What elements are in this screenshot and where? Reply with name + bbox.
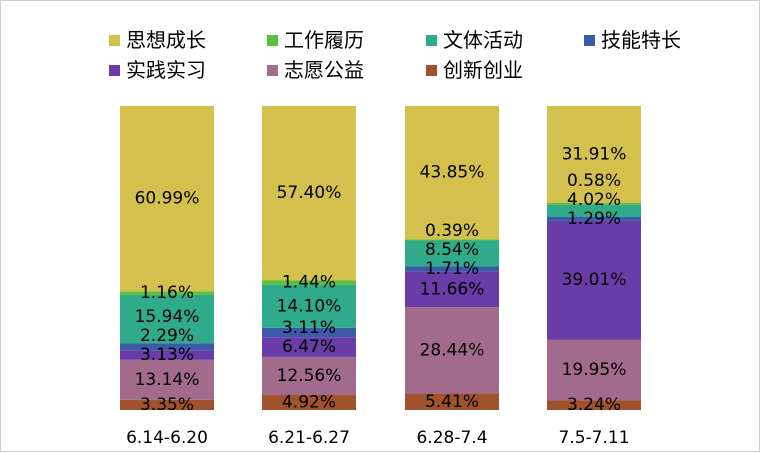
bar-segment-6-14-6-20-s6 (120, 106, 214, 292)
data-label-6-28-7-4-s1: 28.44% (420, 340, 485, 360)
legend-label: 技能特长 (601, 28, 681, 52)
data-label-6-21-6-27-s1: 12.56% (277, 366, 342, 386)
bar-segment-6-28-7-4-s2 (405, 271, 499, 308)
bar-segment-6-14-6-20-s3 (120, 343, 214, 351)
legend-swatch (584, 34, 595, 46)
data-label-6-21-6-27-s4: 14.10% (277, 296, 342, 316)
bar-segment-6-14-6-20-s5 (120, 291, 214, 295)
data-label-7-5-7-11-s0: 3.24% (567, 395, 621, 415)
data-label-6-14-6-20-s6: 60.99% (135, 189, 200, 209)
bar-segment-7-5-7-11-s6 (547, 106, 641, 204)
bar-segment-6-28-7-4-s0 (405, 393, 499, 410)
data-label-6-21-6-27-s3: 3.11% (282, 318, 336, 338)
x-tick-label-6-14-6-20: 6.14-6.20 (126, 428, 208, 448)
data-label-6-21-6-27-s6: 57.40% (277, 183, 342, 203)
legend-swatch (267, 64, 278, 76)
x-tick-label-7-5-7-11: 7.5-7.11 (558, 428, 629, 448)
bar-segment-7-5-7-11-s0 (547, 400, 641, 410)
chart-legend: 思想成长 工作履历 文体活动 技能特长实践实习 志愿公益 创新创业 (1, 1, 760, 91)
bar-segment-6-28-7-4-s5 (405, 239, 499, 241)
legend-label: 文体活动 (443, 28, 523, 52)
bar-segment-6-21-6-27-s2 (262, 337, 356, 357)
legend-item: 工作履历 (267, 28, 364, 52)
data-label-7-5-7-11-s2: 39.01% (562, 270, 627, 290)
bar-segment-6-21-6-27-s4 (262, 284, 356, 328)
data-label-6-28-7-4-s0: 5.41% (425, 392, 479, 412)
bar-segment-6-21-6-27-s0 (262, 395, 356, 410)
bar-segment-6-28-7-4-s3 (405, 266, 499, 272)
bar-segment-6-21-6-27-s3 (262, 327, 356, 338)
data-label-6-14-6-20-s4: 15.94% (135, 307, 200, 327)
data-label-6-14-6-20-s5: 1.16% (140, 283, 194, 303)
bar-segment-6-21-6-27-s1 (262, 356, 356, 396)
legend-item: 技能特长 (584, 28, 681, 52)
bar-segment-6-14-6-20-s4 (120, 294, 214, 344)
bar-segment-6-28-7-4-s1 (405, 307, 499, 394)
data-label-7-5-7-11-s5: 0.58% (567, 171, 621, 191)
data-label-6-14-6-20-s3: 2.29% (140, 326, 194, 346)
x-tick-label-6-28-7-4: 6.28-7.4 (416, 428, 487, 448)
bar-segment-6-28-7-4-s6 (405, 106, 499, 240)
bar-segment-7-5-7-11-s1 (547, 339, 641, 401)
x-tick-label-6-21-6-27: 6.21-6.27 (268, 428, 350, 448)
data-label-6-14-6-20-s2: 3.13% (140, 345, 194, 365)
data-label-7-5-7-11-s3: 1.29% (567, 209, 621, 229)
legend-label: 创新创业 (443, 58, 523, 82)
legend-item: 实践实习 (109, 58, 206, 82)
data-label-6-28-7-4-s5: 0.39% (425, 221, 479, 241)
bar-segment-6-28-7-4-s4 (405, 240, 499, 267)
legend-item: 文体活动 (426, 28, 523, 52)
legend-item: 志愿公益 (267, 58, 364, 82)
data-label-6-28-7-4-s2: 11.66% (420, 279, 485, 299)
bar-segment-6-21-6-27-s5 (262, 280, 356, 285)
data-label-7-5-7-11-s1: 19.95% (562, 360, 627, 380)
data-label-6-14-6-20-s1: 13.14% (135, 370, 200, 390)
legend-label: 实践实习 (126, 58, 206, 82)
bar-segment-6-14-6-20-s2 (120, 350, 214, 360)
bar-segment-7-5-7-11-s4 (547, 204, 641, 217)
legend-label: 志愿公益 (284, 58, 364, 82)
legend-swatch (267, 34, 278, 46)
legend-label: 思想成长 (126, 28, 206, 52)
data-label-6-21-6-27-s5: 1.44% (282, 273, 336, 293)
data-label-6-21-6-27-s2: 6.47% (282, 337, 336, 357)
data-label-7-5-7-11-s4: 4.02% (567, 190, 621, 210)
bar-segment-6-21-6-27-s6 (262, 106, 356, 281)
legend-swatch (109, 34, 120, 46)
data-label-7-5-7-11-s6: 31.91% (562, 145, 627, 165)
bar-segment-6-14-6-20-s0 (120, 399, 214, 410)
bar-segment-7-5-7-11-s5 (547, 203, 641, 205)
legend-swatch (109, 64, 120, 76)
legend-item: 创新创业 (426, 58, 523, 82)
legend-item: 思想成长 (109, 28, 206, 52)
bar-segment-7-5-7-11-s2 (547, 220, 641, 340)
data-label-6-28-7-4-s6: 43.85% (420, 163, 485, 183)
legend-swatch (426, 64, 437, 76)
data-label-6-28-7-4-s3: 1.71% (425, 259, 479, 279)
data-label-6-14-6-20-s0: 3.35% (140, 395, 194, 415)
bar-segment-7-5-7-11-s3 (547, 216, 641, 221)
legend-label: 工作履历 (284, 28, 364, 52)
legend-swatch (426, 34, 437, 46)
data-label-6-21-6-27-s0: 4.92% (282, 393, 336, 413)
bar-segment-6-14-6-20-s1 (120, 359, 214, 400)
data-label-6-28-7-4-s4: 8.54% (425, 240, 479, 260)
